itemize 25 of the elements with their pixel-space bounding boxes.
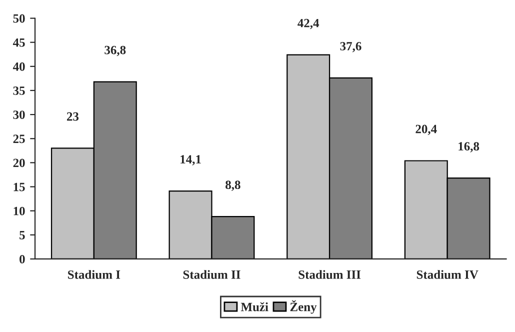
data-label: 42,4 (298, 18, 320, 30)
data-label: 23 (66, 112, 79, 121)
y-tick-label: 10 (14, 206, 25, 216)
x-tick-label: Stadium IV (416, 270, 478, 279)
data-label: 20,4 (416, 124, 437, 136)
y-tick-label: 35 (13, 86, 25, 95)
x-tick-label: Stadium I (68, 270, 120, 279)
legend-label: Ženy (290, 300, 317, 314)
y-tick-label: 15 (14, 182, 25, 192)
y-tick-label: 30 (13, 110, 25, 119)
y-tick-label: 40 (12, 62, 25, 71)
data-label: 16,8 (458, 142, 480, 152)
y-tick-label: 45 (12, 38, 25, 47)
y-tick-label: 20 (13, 158, 25, 168)
y-tick-label: 25 (13, 134, 25, 144)
x-tick-label: Stadium II (183, 270, 240, 279)
y-tick-label: 50 (13, 14, 25, 23)
data-label: 8,8 (226, 180, 240, 191)
data-label: 37,6 (340, 42, 362, 52)
y-tick-label: 5 (20, 231, 25, 240)
y-tick-label: 0 (20, 254, 25, 264)
data-label: 36,8 (104, 46, 126, 56)
data-label: 14,1 (180, 155, 201, 166)
x-tick-label: Stadium III (298, 270, 361, 279)
legend-label: Muži (240, 302, 268, 312)
